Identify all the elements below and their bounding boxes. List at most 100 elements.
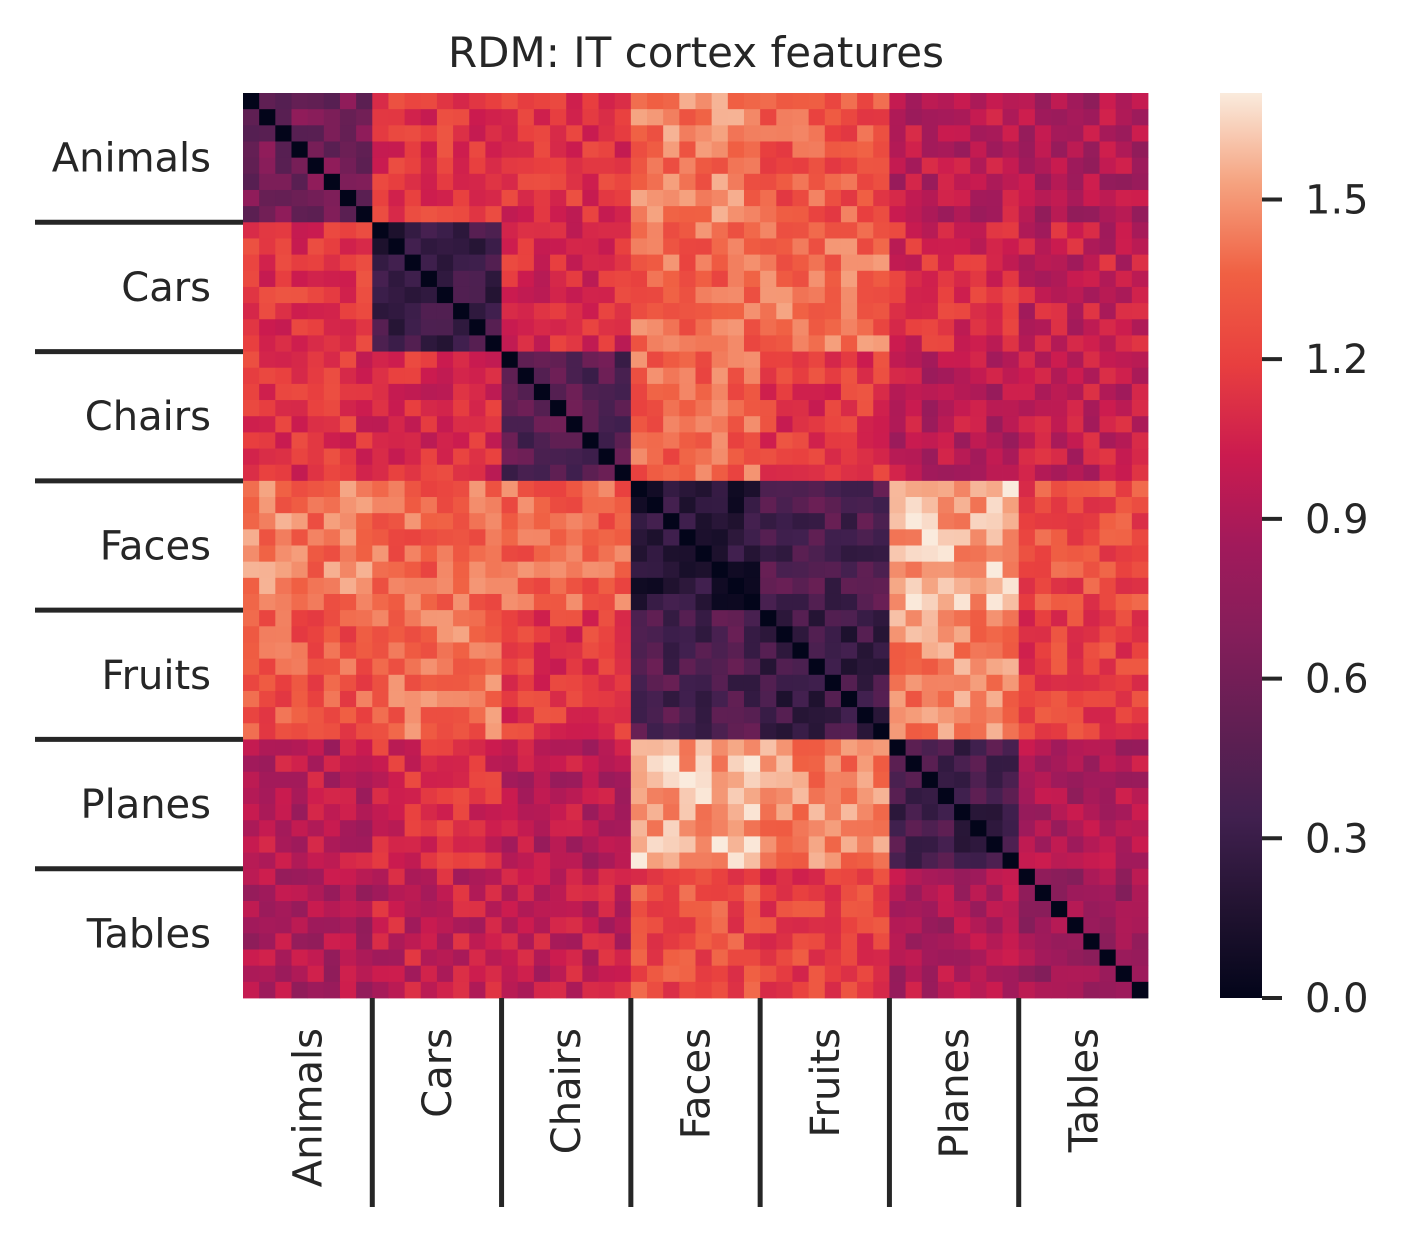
heatmap-cell [582, 739, 599, 756]
heatmap-cell [307, 189, 325, 207]
heatmap-cell [307, 933, 325, 950]
heatmap-cell [420, 755, 438, 773]
heatmap-cell [614, 593, 632, 611]
heatmap-cell [824, 739, 842, 756]
heatmap-cell [1115, 141, 1133, 159]
heatmap-cell [1131, 335, 1149, 352]
heatmap-cell [1083, 755, 1100, 773]
heatmap-cell [873, 804, 890, 821]
heatmap-cell [808, 464, 826, 482]
heatmap-cell [614, 448, 632, 466]
heatmap-cell [776, 448, 793, 466]
heatmap-cell [259, 189, 276, 207]
heatmap-cell [323, 642, 341, 660]
heatmap-cell [323, 577, 341, 595]
heatmap-cell [436, 739, 454, 756]
heatmap-cell [517, 771, 535, 789]
heatmap-cell [743, 189, 761, 207]
heatmap-cell [388, 400, 406, 417]
heatmap-cell [954, 771, 971, 789]
heatmap-cell [857, 254, 874, 272]
heatmap-cell [647, 674, 664, 692]
heatmap-cell [711, 222, 729, 239]
heatmap-cell [485, 690, 502, 708]
heatmap-cell [760, 351, 777, 369]
heatmap-cell [1115, 577, 1133, 595]
heatmap-cell [550, 771, 567, 789]
heatmap-cell [889, 820, 906, 837]
heatmap-cell [711, 626, 729, 643]
heatmap-cell [453, 965, 470, 983]
heatmap-cell [291, 432, 309, 449]
heatmap-cell [1002, 690, 1020, 708]
heatmap-cell [647, 529, 664, 546]
heatmap-cell [776, 432, 793, 449]
heatmap-cell [307, 626, 325, 643]
heatmap-cell [970, 109, 987, 126]
heatmap-cell [566, 206, 583, 223]
heatmap-cell [517, 367, 535, 385]
heatmap-cell [550, 238, 567, 256]
heatmap-cell [792, 949, 810, 967]
heatmap-cell [339, 804, 357, 821]
heatmap-cell [533, 497, 551, 514]
heatmap-cell [889, 723, 906, 740]
heatmap-cell [550, 545, 567, 563]
heatmap-cell [243, 610, 260, 627]
heatmap-cell [1115, 787, 1133, 805]
heatmap-cell [614, 981, 632, 999]
heatmap-cell [679, 157, 696, 175]
heatmap-cell [566, 173, 583, 191]
heatmap-cell [420, 416, 438, 433]
heatmap-cell [356, 642, 373, 660]
heatmap-cell [404, 270, 422, 288]
heatmap-cell [905, 270, 923, 288]
heatmap-cell [307, 707, 325, 724]
heatmap-cell [291, 141, 309, 159]
heatmap-cell [323, 545, 341, 563]
heatmap-cell [954, 868, 971, 886]
heatmap-cell [889, 448, 906, 466]
heatmap-cell [1002, 109, 1020, 126]
heatmap-cell [695, 189, 713, 207]
heatmap-cell [453, 464, 470, 482]
heatmap-cell [679, 610, 696, 627]
heatmap-cell [776, 723, 793, 740]
heatmap-cell [905, 690, 923, 708]
heatmap-cell [485, 901, 502, 918]
heatmap-cell [372, 690, 389, 708]
heatmap-cell [517, 868, 535, 886]
heatmap-cell [339, 642, 357, 660]
heatmap-cell [566, 93, 583, 110]
heatmap-cell [647, 125, 664, 142]
heatmap-cell [1099, 173, 1117, 191]
heatmap-cell [808, 351, 826, 369]
heatmap-cell [566, 933, 583, 950]
heatmap-cell [598, 351, 616, 369]
heatmap-cell [323, 852, 341, 870]
heatmap-cell [582, 820, 599, 837]
heatmap-cell [323, 901, 341, 918]
heatmap-cell [404, 739, 422, 756]
heatmap-cell [275, 981, 292, 999]
heatmap-cell [743, 383, 761, 401]
heatmap-cell [695, 561, 713, 579]
heatmap-cell [743, 852, 761, 870]
heatmap-cell [1131, 513, 1149, 530]
heatmap-cell [630, 545, 648, 563]
heatmap-cell [711, 917, 729, 934]
heatmap-cell [291, 787, 309, 805]
heatmap-cell [404, 319, 422, 336]
heatmap-cell [824, 884, 842, 902]
heatmap-cell [388, 820, 406, 837]
heatmap-cell [291, 416, 309, 433]
heatmap-cell [857, 513, 874, 530]
heatmap-cell [840, 642, 858, 660]
heatmap-cell [501, 561, 519, 579]
heatmap-cell [323, 400, 341, 417]
heatmap-cell [695, 319, 713, 336]
heatmap-cell [339, 173, 357, 191]
heatmap-cell [501, 674, 519, 692]
heatmap-cell [760, 836, 777, 853]
heatmap-cell [679, 626, 696, 643]
